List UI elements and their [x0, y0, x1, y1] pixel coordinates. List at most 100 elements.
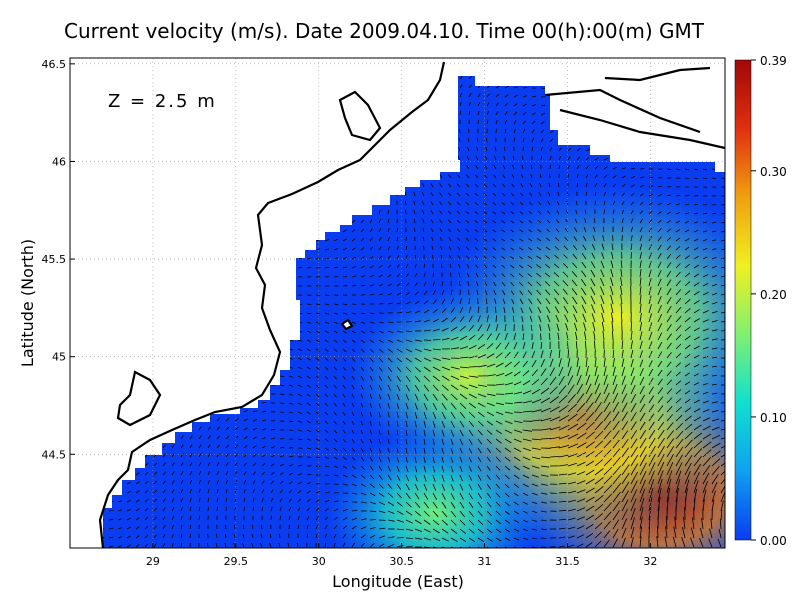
current-vector — [675, 454, 684, 467]
current-vector — [441, 308, 447, 314]
current-vector — [387, 321, 394, 324]
current-vector — [225, 497, 228, 503]
current-vector — [108, 527, 114, 530]
current-vector — [432, 537, 441, 542]
current-vector — [639, 429, 647, 440]
current-vector — [369, 465, 374, 471]
current-vector — [520, 183, 524, 188]
current-vector — [639, 201, 644, 206]
current-vector — [630, 226, 634, 233]
current-vector — [630, 438, 638, 449]
current-vector — [440, 254, 443, 260]
current-vector — [531, 369, 538, 377]
current-vector — [639, 497, 645, 512]
current-vector — [252, 480, 256, 485]
current-vector — [648, 526, 650, 539]
current-vector — [675, 203, 681, 206]
current-vector — [612, 349, 615, 359]
current-vector — [405, 429, 408, 436]
current-vector — [521, 164, 524, 170]
current-vector — [522, 103, 527, 107]
current-vector — [558, 444, 570, 449]
current-vector — [189, 515, 192, 521]
current-vector — [225, 417, 230, 422]
current-vector — [225, 435, 230, 440]
current-vector — [675, 246, 681, 251]
current-vector — [450, 420, 455, 428]
current-vector — [483, 238, 488, 242]
current-vector — [369, 219, 373, 224]
current-vector — [486, 519, 493, 525]
current-vector — [513, 120, 517, 125]
current-vector — [378, 375, 383, 382]
current-vector — [567, 453, 578, 458]
current-vector — [513, 94, 518, 98]
current-vector — [474, 237, 479, 242]
current-vector — [675, 325, 682, 332]
current-vector — [467, 281, 470, 287]
current-vector — [657, 341, 663, 350]
current-vector — [702, 301, 709, 305]
current-vector — [612, 209, 615, 215]
current-vector — [441, 411, 446, 420]
current-vector — [630, 480, 638, 494]
current-vector — [456, 201, 461, 206]
current-vector — [593, 226, 596, 233]
current-vector — [144, 516, 149, 521]
current-vector — [621, 438, 629, 449]
current-vector — [720, 483, 725, 494]
current-vector — [450, 402, 457, 410]
current-vector — [279, 384, 285, 387]
current-vector — [162, 543, 166, 548]
current-vector — [504, 119, 508, 125]
current-vector — [171, 489, 175, 494]
current-vector — [666, 168, 672, 170]
current-vector — [333, 266, 339, 269]
current-vector — [592, 235, 596, 242]
current-vector — [495, 537, 502, 542]
current-vector — [666, 288, 672, 296]
current-vector — [396, 420, 399, 427]
current-vector — [531, 137, 534, 143]
current-vector — [612, 166, 617, 170]
current-vector — [720, 239, 725, 242]
current-vector — [369, 357, 374, 363]
current-vector — [648, 421, 655, 431]
current-vector — [198, 479, 201, 485]
current-vector — [510, 256, 515, 260]
current-vector — [711, 177, 717, 179]
current-vector — [567, 433, 579, 440]
current-vector — [711, 356, 718, 359]
current-vector — [306, 257, 312, 260]
current-vector — [422, 209, 425, 215]
current-vector — [557, 191, 560, 197]
current-vector — [369, 293, 375, 296]
current-vector — [288, 481, 293, 485]
current-vector — [450, 456, 454, 463]
current-vector — [360, 275, 366, 278]
current-vector — [567, 535, 575, 539]
coastline-river — [604, 66, 711, 82]
current-vector — [315, 507, 320, 512]
current-vector — [396, 492, 402, 499]
current-vector — [612, 439, 620, 449]
current-vector — [573, 313, 578, 323]
current-vector — [504, 332, 508, 341]
current-vector — [369, 366, 374, 372]
current-vector — [261, 410, 267, 413]
current-vector — [251, 533, 254, 539]
current-vector — [333, 312, 339, 315]
current-vector — [639, 412, 646, 422]
current-vector — [666, 342, 672, 350]
current-vector — [369, 348, 375, 353]
current-vector — [477, 528, 484, 534]
current-vector — [576, 148, 581, 152]
current-vector — [673, 526, 677, 539]
current-vector — [693, 327, 700, 332]
current-vector — [360, 518, 367, 521]
current-vector — [483, 220, 488, 224]
current-vector — [439, 237, 443, 242]
current-vector — [567, 544, 575, 548]
current-vector — [702, 383, 708, 386]
current-vector — [657, 323, 663, 332]
